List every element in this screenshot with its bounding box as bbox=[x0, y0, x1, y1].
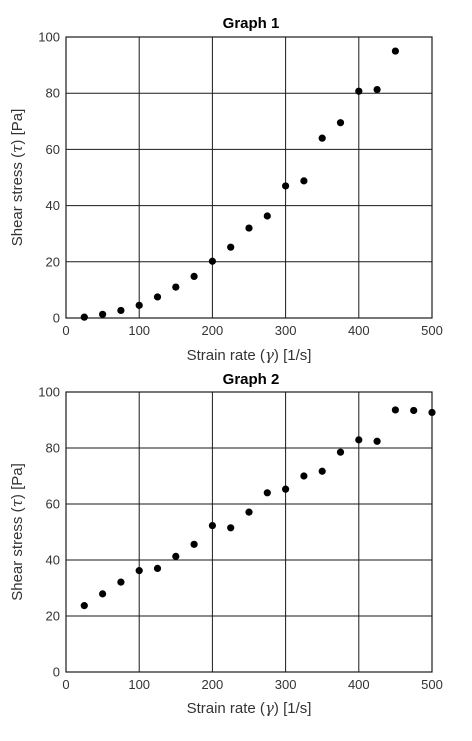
x-axis-label-text: Strain rate ( bbox=[187, 347, 265, 364]
data-point bbox=[245, 224, 253, 232]
y-tick-label: 40 bbox=[46, 553, 60, 568]
y-tick-label: 0 bbox=[53, 665, 60, 680]
chart-title: Graph 1 bbox=[223, 15, 280, 32]
y-tick-label: 60 bbox=[46, 142, 60, 157]
y-tick-label: 20 bbox=[46, 254, 60, 269]
data-point bbox=[99, 590, 107, 598]
y-tick-label: 80 bbox=[46, 86, 60, 101]
data-point bbox=[373, 437, 381, 445]
x-axis-label-unit: ) [1/s] bbox=[274, 347, 312, 364]
x-tick-label: 400 bbox=[348, 323, 370, 338]
data-point bbox=[391, 406, 399, 414]
y-tick-label: 100 bbox=[38, 30, 60, 45]
plot-frame bbox=[65, 391, 433, 673]
data-point bbox=[428, 408, 436, 417]
data-point bbox=[373, 85, 381, 94]
data-point bbox=[208, 521, 216, 530]
x-axis-label-symbol: γ bbox=[265, 699, 274, 717]
chart-title: Graph 2 bbox=[223, 371, 280, 388]
data-point bbox=[318, 467, 326, 475]
x-axis-label-unit: ) [1/s] bbox=[274, 700, 312, 717]
x-tick-label: 400 bbox=[348, 677, 370, 692]
data-point bbox=[355, 87, 363, 95]
data-point bbox=[172, 552, 180, 560]
x-tick-label: 0 bbox=[62, 677, 69, 692]
data-point bbox=[80, 313, 88, 321]
series-1 bbox=[80, 47, 399, 321]
plot-area bbox=[66, 392, 432, 672]
x-axis-label: Strain rate (γ) [1/s] bbox=[187, 699, 312, 717]
y-tick-label: 0 bbox=[53, 311, 60, 326]
plot-frame bbox=[65, 36, 433, 319]
x-tick-label: 200 bbox=[202, 677, 224, 692]
y-axis-label: Shear stress (τ) [Pa] bbox=[8, 463, 26, 601]
y-axis-label-text: Shear stress ( bbox=[9, 507, 26, 600]
y-axis-label-symbol: τ bbox=[8, 144, 26, 153]
data-point bbox=[318, 134, 326, 142]
data-point bbox=[153, 293, 162, 301]
y-axis-label-unit: ) [Pa] bbox=[9, 463, 26, 499]
plot-area bbox=[66, 37, 432, 318]
data-point bbox=[355, 436, 363, 444]
y-tick-label: 60 bbox=[46, 497, 60, 512]
data-point bbox=[263, 212, 271, 220]
data-point bbox=[99, 310, 107, 318]
y-axis-label-symbol: τ bbox=[8, 498, 26, 507]
x-tick-label: 300 bbox=[275, 323, 297, 338]
y-tick-label: 80 bbox=[46, 441, 60, 456]
data-point bbox=[172, 283, 180, 291]
x-tick-label: 100 bbox=[128, 323, 150, 338]
y-tick-label: 100 bbox=[38, 385, 60, 400]
chart-2: 0 100 200 300 400 500 0 20 40 60 80 100 Graph 2 Strai… bbox=[8, 371, 443, 717]
data-point bbox=[410, 406, 418, 415]
data-point bbox=[190, 540, 198, 548]
data-point bbox=[117, 578, 125, 586]
data-point bbox=[80, 602, 88, 610]
x-tick-label: 300 bbox=[275, 677, 297, 692]
chart-1: 0 100 200 300 400 500 0 20 40 60 80 100 Graph 1 Strai… bbox=[8, 15, 443, 364]
y-axis-label-text: Shear stress ( bbox=[9, 153, 26, 246]
y-tick-label: 40 bbox=[46, 198, 60, 213]
data-point bbox=[300, 177, 308, 185]
data-point bbox=[245, 508, 253, 516]
x-tick-label: 100 bbox=[128, 677, 150, 692]
data-point bbox=[153, 564, 162, 573]
x-tick-label: 0 bbox=[62, 323, 69, 338]
data-point bbox=[263, 489, 271, 497]
data-point bbox=[336, 119, 345, 127]
data-point bbox=[227, 243, 235, 251]
data-point bbox=[336, 448, 345, 456]
y-axis-label: Shear stress (τ) [Pa] bbox=[8, 109, 26, 247]
x-axis-label-symbol: γ bbox=[265, 346, 274, 364]
x-axis-label-text: Strain rate ( bbox=[187, 700, 265, 717]
data-point bbox=[208, 257, 216, 265]
data-point bbox=[391, 47, 399, 55]
data-point bbox=[282, 485, 290, 493]
y-tick-label: 20 bbox=[46, 609, 60, 624]
x-tick-label: 500 bbox=[421, 677, 443, 692]
x-tick-label: 200 bbox=[202, 323, 224, 338]
x-axis-label: Strain rate (γ) [1/s] bbox=[187, 346, 312, 364]
data-point bbox=[282, 182, 290, 190]
y-axis-label-unit: ) [Pa] bbox=[9, 109, 26, 145]
data-point bbox=[135, 301, 143, 309]
data-point bbox=[190, 272, 198, 281]
x-tick-label: 500 bbox=[421, 323, 443, 338]
data-point bbox=[227, 524, 235, 532]
data-point bbox=[135, 567, 143, 575]
data-point bbox=[117, 306, 125, 315]
series-1 bbox=[80, 406, 436, 610]
data-point bbox=[300, 472, 308, 480]
